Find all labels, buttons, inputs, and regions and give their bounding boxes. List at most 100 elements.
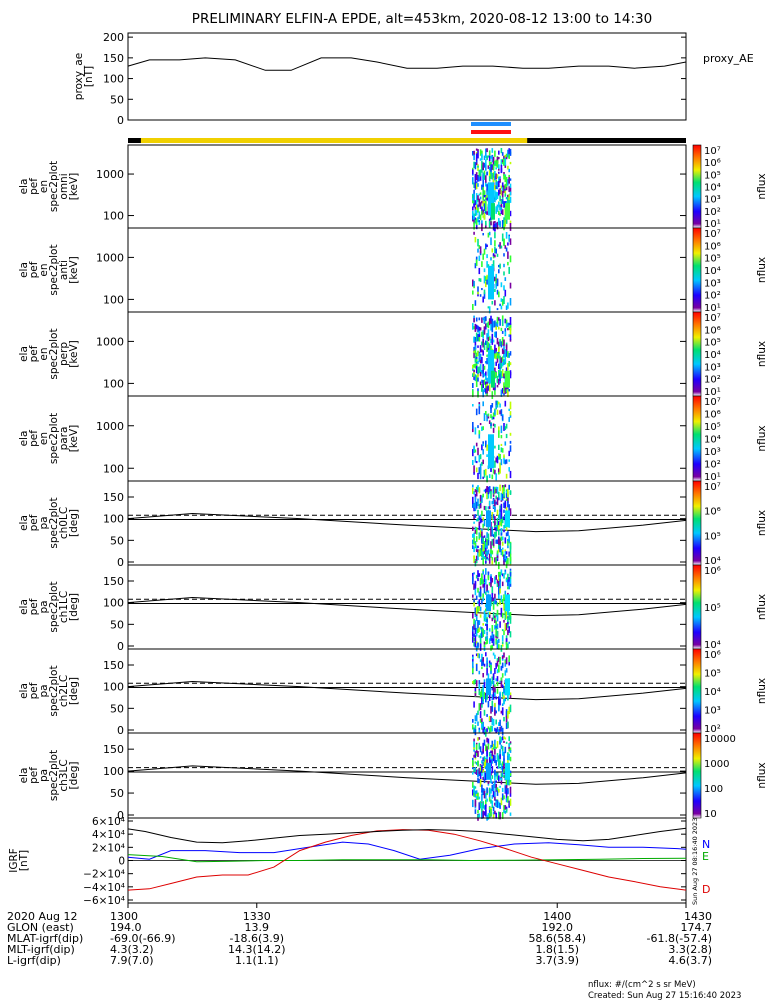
data-cell-ch0LC [488,486,491,492]
data-cell-ch2LC [486,714,488,717]
tick-label-ch3LC: 150 [103,743,124,756]
data-cell-anti [486,274,488,281]
data-cell-ch3LC [481,760,483,764]
data-cell-omni [478,177,481,182]
data-cell-omni [488,155,491,162]
data-cell-ch3LC [482,769,484,773]
data-cell-para [503,455,505,464]
data-cell-omni [478,222,481,225]
data-cell-omni [492,175,495,183]
data-cell-ch0LC [478,504,481,509]
data-cell-anti [508,236,510,242]
data-cell-ch1LC [507,620,509,628]
data-cell-anti [503,285,505,291]
data-cell-ch3LC [499,737,501,744]
orbit-row-value: 58.6(58.4) [528,932,586,945]
data-cell-ch3LC [474,809,477,814]
data-cell-ch2LC [501,662,504,669]
data-cell-ch0LC [496,539,499,544]
colorbar-tick-anti: 10¹ [704,303,721,314]
data-cell-ch3LC [494,791,496,798]
data-cell-perp [505,350,508,357]
data-cell-ch1LC [473,637,475,641]
data-cell-perp [501,348,504,354]
data-cell-ch0LC [477,498,479,507]
data-cell-omni [507,194,509,202]
proxy-ae-frame [127,32,687,121]
data-cell-ch0LC [505,551,508,555]
data-cell-para [494,445,496,449]
data-cell-perp [501,388,504,394]
data-cell-anti [509,282,512,289]
data-cell-perp [509,334,512,341]
data-cell-para [479,463,482,471]
data-cell-para [486,475,488,482]
data-cell-ch1LC [483,582,486,588]
data-block-ch3LC [486,762,491,780]
data-cell-ch1LC [477,601,479,604]
data-cell-ch0LC [477,509,479,516]
data-cell-omni [474,162,477,170]
data-cell-omni [482,187,484,193]
data-cell-perp [504,318,507,324]
data-cell-ch2LC [508,655,510,662]
data-cell-perp [504,355,507,363]
data-cell-perp [508,326,510,330]
data-cell-perp [501,315,504,321]
data-cell-ch2LC [494,702,496,708]
data-block-ch0LC [505,510,510,528]
data-cell-ch2LC [472,661,474,669]
data-cell-ch1LC [483,610,486,615]
data-cell-ch0LC [501,487,504,494]
data-cell-ch0LC [498,521,500,527]
data-cell-ch3LC [477,751,479,757]
data-cell-ch0LC [507,492,509,498]
data-cell-omni [508,153,510,159]
data-cell-ch1LC [485,578,487,585]
data-cell-perp [507,386,509,392]
data-cell-omni [481,153,483,161]
data-cell-omni [504,188,507,191]
data-cell-ch2LC [503,652,505,658]
tick-label-anti: 100 [103,293,124,306]
data-cell-ch3LC [503,758,505,766]
data-cell-omni [501,160,504,163]
data-cell-ch2LC [505,709,508,716]
data-cell-perp [486,386,488,394]
orbit-row-value: 1430 [684,910,712,923]
data-cell-ch0LC [485,560,487,564]
data-cell-anti [492,253,495,257]
data-cell-ch1LC [504,590,507,595]
data-cell-omni [487,165,490,169]
data-cell-perp [481,317,483,323]
panel-ylabel-perp-line: spec2plot [48,328,60,379]
data-cell-ch3LC [473,738,475,743]
data-cell-ch1LC [509,631,512,638]
tick-label-omni: 1000 [96,168,124,181]
panel-ylabel-ch3LC-line: [deg] [68,762,80,790]
data-cell-anti [482,296,484,303]
data-cell-ch0LC [472,496,474,504]
data-cell-ch2LC [487,673,490,679]
data-cell-ch0LC [496,555,499,559]
igrf-series-line [127,841,687,860]
panel-frame-omni [127,144,687,229]
data-cell-perp [503,359,505,365]
data-cell-ch0LC [479,514,482,518]
data-cell-omni [509,191,512,196]
colorbar-tick-ch2LC: 10² [704,724,721,735]
data-cell-ch3LC [477,792,479,800]
data-cell-ch0LC [475,486,478,494]
data-cell-perp [487,329,490,338]
proxy-ae-tick-label: 100 [103,73,124,86]
data-cell-ch0LC [488,556,491,564]
data-block-omni [491,203,495,220]
data-cell-anti [481,261,483,267]
data-cell-ch2LC [482,657,484,662]
proxy-ae-ylabel-line: [nT] [83,66,95,87]
data-cell-ch0LC [503,525,505,529]
data-cell-ch1LC [504,610,507,616]
data-cell-ch1LC [491,617,494,622]
data-cell-perp [483,373,486,377]
panel-ylabel-perp-line: perp [58,342,70,366]
